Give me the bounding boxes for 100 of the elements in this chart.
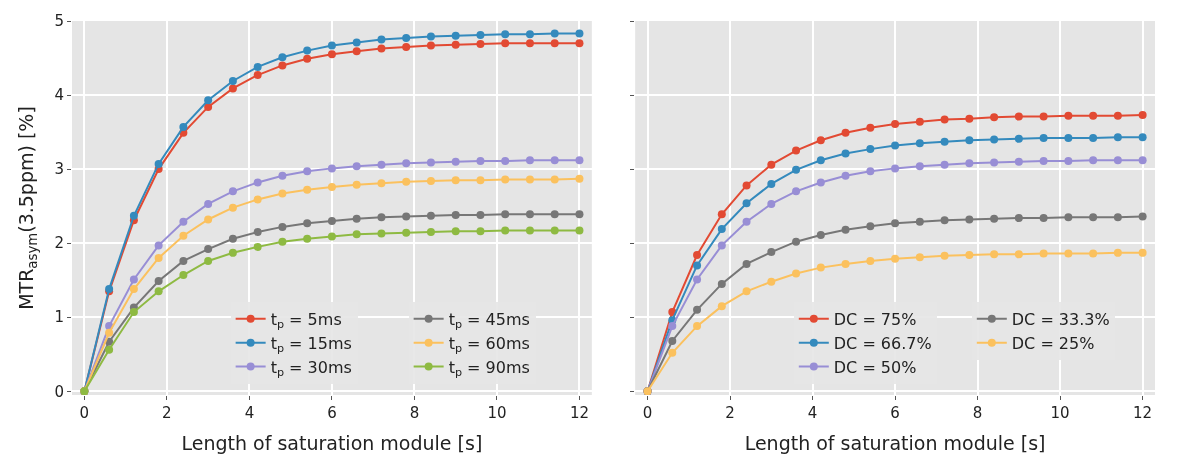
x-tick-label: 2 bbox=[162, 404, 172, 422]
point bbox=[1113, 156, 1122, 165]
y-tick-label: 2 bbox=[54, 234, 64, 253]
point bbox=[476, 211, 485, 220]
point bbox=[1039, 249, 1048, 258]
point bbox=[1039, 112, 1048, 121]
point bbox=[129, 275, 138, 284]
point bbox=[303, 219, 312, 228]
point bbox=[990, 135, 999, 144]
point bbox=[891, 254, 900, 263]
point bbox=[476, 227, 485, 236]
point bbox=[228, 203, 237, 212]
point bbox=[129, 308, 138, 317]
point bbox=[1089, 111, 1098, 120]
point bbox=[105, 328, 114, 337]
point bbox=[327, 164, 336, 173]
point bbox=[717, 225, 726, 234]
point bbox=[717, 210, 726, 219]
point bbox=[352, 38, 361, 47]
point bbox=[402, 34, 411, 43]
point bbox=[402, 159, 411, 168]
point bbox=[841, 171, 850, 180]
point bbox=[940, 160, 949, 169]
point bbox=[1064, 156, 1073, 165]
point bbox=[575, 226, 584, 235]
point bbox=[550, 210, 559, 219]
point bbox=[154, 241, 163, 250]
point bbox=[525, 175, 534, 184]
point bbox=[891, 141, 900, 150]
point bbox=[129, 285, 138, 294]
point bbox=[792, 146, 801, 155]
point bbox=[278, 222, 287, 231]
point bbox=[1138, 212, 1147, 221]
point bbox=[940, 137, 949, 146]
point bbox=[426, 176, 435, 185]
point bbox=[1039, 156, 1048, 165]
point bbox=[501, 156, 510, 165]
x-tick-label: 6 bbox=[890, 404, 900, 422]
point bbox=[352, 214, 361, 223]
point bbox=[575, 29, 584, 38]
point bbox=[303, 234, 312, 243]
point bbox=[1138, 111, 1147, 120]
point bbox=[1014, 157, 1023, 166]
x-tick-label: 6 bbox=[327, 404, 337, 422]
point bbox=[891, 219, 900, 228]
point bbox=[327, 232, 336, 241]
point bbox=[204, 215, 213, 224]
point bbox=[550, 226, 559, 235]
point bbox=[792, 269, 801, 278]
point bbox=[575, 210, 584, 219]
point bbox=[965, 114, 974, 123]
point bbox=[990, 158, 999, 167]
legend-label: t$_{p}$ = 45ms bbox=[448, 310, 530, 332]
point bbox=[278, 53, 287, 62]
point bbox=[693, 251, 702, 260]
point bbox=[501, 210, 510, 219]
point bbox=[866, 123, 875, 132]
point bbox=[278, 61, 287, 70]
x-axis-title: Length of saturation module [s] bbox=[181, 431, 483, 454]
point bbox=[1089, 249, 1098, 258]
legend-label: t$_{p}$ = 15ms bbox=[270, 333, 352, 356]
point bbox=[476, 31, 485, 40]
point bbox=[693, 261, 702, 270]
point bbox=[742, 181, 751, 190]
y-tick-label: 5 bbox=[54, 12, 64, 31]
legend-label: DC = 50% bbox=[833, 357, 917, 377]
point bbox=[575, 156, 584, 165]
point bbox=[105, 345, 114, 354]
x-tick-label: 12 bbox=[1133, 404, 1153, 422]
point bbox=[1113, 248, 1122, 257]
point bbox=[179, 271, 188, 280]
point bbox=[228, 248, 237, 257]
point bbox=[915, 253, 924, 262]
point bbox=[303, 185, 312, 194]
point bbox=[550, 175, 559, 184]
point bbox=[303, 54, 312, 63]
point bbox=[717, 241, 726, 250]
point bbox=[1113, 111, 1122, 120]
point bbox=[253, 195, 262, 204]
point bbox=[1064, 134, 1073, 143]
point bbox=[451, 31, 460, 40]
point bbox=[426, 228, 435, 237]
point bbox=[154, 276, 163, 285]
point bbox=[154, 287, 163, 296]
y-tick-label: 3 bbox=[54, 160, 64, 179]
point bbox=[501, 39, 510, 48]
point bbox=[693, 322, 702, 331]
point bbox=[550, 39, 559, 48]
point bbox=[841, 259, 850, 268]
point bbox=[327, 50, 336, 59]
point bbox=[668, 322, 677, 331]
point bbox=[303, 46, 312, 55]
point bbox=[154, 159, 163, 168]
point bbox=[377, 44, 386, 53]
point bbox=[1138, 248, 1147, 257]
point bbox=[668, 336, 677, 345]
point bbox=[693, 305, 702, 314]
point bbox=[204, 256, 213, 265]
point bbox=[915, 217, 924, 226]
x-tick-label: 8 bbox=[409, 404, 420, 422]
